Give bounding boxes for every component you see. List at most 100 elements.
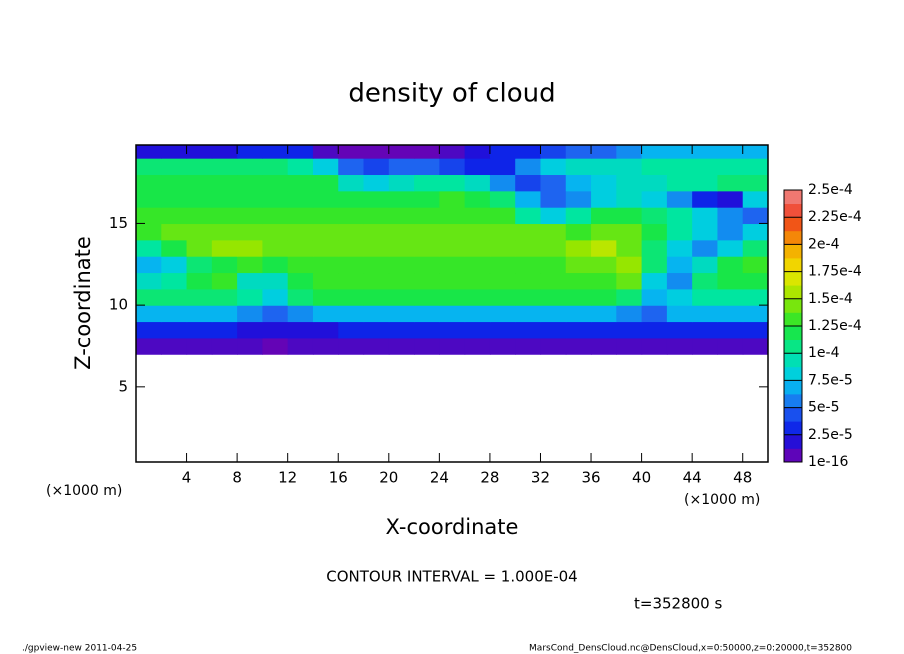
cell [338, 288, 365, 306]
cell [439, 239, 466, 257]
cell [287, 158, 314, 176]
cell [616, 256, 643, 274]
cell [237, 288, 263, 306]
x-tick-label: 4 [182, 469, 192, 487]
cell [439, 174, 466, 192]
cell [136, 174, 162, 192]
colorbar-label: 1.75e-4 [808, 264, 862, 280]
cell [540, 223, 567, 241]
y-tick-label: 5 [118, 377, 128, 395]
cell [287, 145, 314, 159]
cell [666, 223, 693, 241]
cell [540, 272, 567, 290]
cell [515, 190, 542, 208]
cell [388, 174, 415, 192]
cell [540, 305, 567, 323]
cell [565, 174, 592, 192]
cell [363, 239, 390, 257]
cell [616, 223, 643, 241]
colorbar-label: 1e-16 [808, 454, 848, 470]
field [136, 145, 768, 355]
cell [287, 190, 314, 208]
cell [237, 145, 263, 159]
cell [287, 207, 314, 225]
cell [388, 256, 415, 274]
cell [439, 158, 466, 176]
cell [439, 288, 466, 306]
cell [414, 256, 440, 274]
cell [717, 158, 744, 176]
cell [388, 190, 415, 208]
cell [161, 207, 188, 225]
cell [161, 337, 188, 355]
cell [666, 174, 693, 192]
colorbar-label: 2.25e-4 [808, 209, 862, 225]
x-tick-label: 8 [232, 469, 242, 487]
cell [161, 158, 188, 176]
colorbar-label: 1.25e-4 [808, 318, 862, 334]
cell [717, 337, 744, 355]
cell [565, 190, 592, 208]
cell [237, 256, 263, 274]
cell [287, 239, 314, 257]
cell [616, 145, 643, 159]
cell [616, 207, 643, 225]
colorbar-label: 1e-4 [808, 345, 840, 361]
cell [287, 337, 314, 355]
cell [338, 145, 365, 159]
cell [136, 207, 162, 225]
cell [540, 337, 567, 355]
cell [161, 272, 188, 290]
cell [591, 174, 617, 192]
cell [591, 256, 617, 274]
cell [388, 239, 415, 257]
cell [312, 256, 339, 274]
cell [489, 256, 516, 274]
cell [338, 321, 365, 339]
cell [742, 174, 768, 192]
cell [540, 288, 567, 306]
cell [237, 158, 263, 176]
cell [692, 223, 719, 241]
cell [616, 272, 643, 290]
cell [489, 239, 516, 257]
cell [211, 305, 238, 323]
cell [312, 321, 339, 339]
cell [338, 256, 365, 274]
cell [742, 305, 768, 323]
cell [717, 272, 744, 290]
cell [641, 174, 668, 192]
cell [489, 174, 516, 192]
cell [692, 158, 719, 176]
cell [666, 256, 693, 274]
colorbar-swatch [784, 407, 802, 422]
cell [489, 223, 516, 241]
cell [641, 288, 668, 306]
cell [565, 272, 592, 290]
cell [414, 223, 440, 241]
cell [540, 158, 567, 176]
cell [287, 256, 314, 274]
cell [717, 239, 744, 257]
cell [616, 190, 643, 208]
cell [742, 337, 768, 355]
cell [641, 207, 668, 225]
cell [338, 305, 365, 323]
cell [388, 145, 415, 159]
cell [616, 337, 643, 355]
cell [439, 223, 466, 241]
cell [515, 305, 542, 323]
cell [312, 174, 339, 192]
cell [717, 256, 744, 274]
cell [515, 239, 542, 257]
cell [641, 321, 668, 339]
colorbar-swatch [784, 217, 802, 232]
cell [565, 158, 592, 176]
cell [363, 256, 390, 274]
colorbar-swatch [784, 421, 802, 436]
cell [186, 321, 213, 339]
cell [211, 272, 238, 290]
cell [211, 223, 238, 241]
cell [287, 272, 314, 290]
cell [591, 321, 617, 339]
